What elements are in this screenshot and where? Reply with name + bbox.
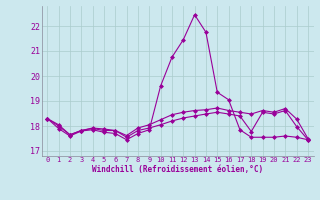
X-axis label: Windchill (Refroidissement éolien,°C): Windchill (Refroidissement éolien,°C): [92, 165, 263, 174]
